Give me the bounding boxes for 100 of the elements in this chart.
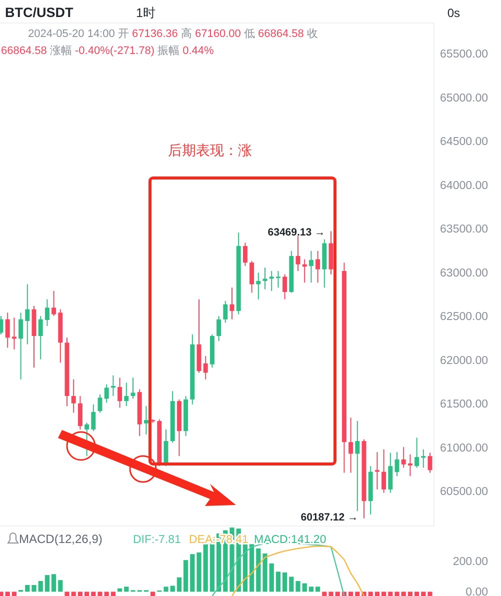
bar [58, 580, 63, 592]
bar [71, 592, 76, 596]
bar [302, 583, 307, 592]
annotation: 收 [304, 28, 318, 40]
candlestick [242, 242, 248, 266]
bar [150, 592, 156, 596]
text: 0s [447, 6, 460, 20]
bar [164, 586, 168, 592]
bar [78, 592, 83, 596]
candlestick [104, 384, 109, 404]
bar [276, 572, 281, 592]
bar [289, 576, 294, 592]
bar [428, 592, 432, 596]
candlestick [18, 312, 24, 380]
bar [282, 572, 288, 592]
candlestick [118, 377, 122, 408]
y-tick-label: 62000.00 [440, 354, 488, 367]
bar [308, 586, 314, 592]
candlestick [44, 298, 50, 327]
bar [203, 544, 208, 592]
bar [51, 574, 56, 592]
bar [256, 548, 261, 592]
candlestick [203, 356, 208, 380]
bar [381, 592, 386, 596]
annotation: 开 [114, 28, 129, 40]
annotation: 后期表现：涨 [168, 142, 252, 158]
bar [64, 592, 70, 596]
candlestick [98, 394, 102, 414]
bar [98, 592, 102, 596]
bar [262, 554, 268, 592]
candlestick [250, 260, 254, 294]
annotation: -0.40%(-271.78) [72, 45, 154, 57]
candlestick [256, 272, 261, 300]
bar [91, 592, 96, 596]
y-tick-label: 63500.00 [440, 224, 488, 236]
bar [5, 592, 10, 596]
bar [315, 586, 320, 592]
bar [183, 560, 188, 592]
annotation: 振幅 [154, 45, 180, 57]
candlestick [316, 250, 320, 284]
candlestick [12, 317, 16, 350]
y-tick-label: 62500.00 [440, 311, 488, 324]
bar [335, 592, 340, 596]
y-tick-label: 64000.00 [440, 180, 488, 192]
candlestick [388, 452, 393, 494]
y-tick-label: 65500.00 [440, 48, 488, 61]
candlestick [124, 382, 129, 407]
bar [12, 592, 17, 596]
candlestick [374, 452, 380, 490]
bar [348, 592, 354, 596]
bar [249, 544, 254, 592]
bar [296, 581, 300, 592]
annotation: 60187.12 → [300, 511, 358, 524]
bar [414, 592, 420, 596]
candlestick [421, 448, 426, 468]
y-tick-label: 61500.00 [440, 398, 488, 411]
candlestick [91, 404, 96, 432]
y-tick-label: 200.00 [452, 556, 488, 568]
y-tick-label: 60500.00 [440, 486, 488, 498]
chart-title: MACD(12,26,9) [19, 532, 102, 546]
bar [394, 592, 400, 596]
text: 1时 [136, 6, 156, 20]
bar [190, 554, 195, 592]
annotation: 低 [240, 28, 255, 40]
candlestick [308, 250, 314, 284]
bar [38, 581, 43, 592]
annotation: 63469.13 → [268, 226, 325, 238]
candlestick [78, 396, 82, 430]
candlestick [414, 437, 420, 468]
bar [269, 563, 274, 592]
bar [0, 592, 4, 596]
annotation: 2024-05-20 14:00 [28, 28, 115, 40]
candlestick [382, 448, 386, 494]
chart-title: BTC/USDT [5, 5, 74, 20]
y-tick-label: 65000.00 [440, 92, 488, 104]
annotation: 0.44% [180, 45, 214, 57]
candlestick [269, 270, 274, 292]
bar [32, 584, 36, 592]
candlestick [110, 374, 116, 397]
bar [196, 552, 202, 592]
y-tick-label: 63000.00 [440, 267, 488, 280]
bar [328, 592, 334, 596]
bar [401, 592, 406, 596]
bar [388, 592, 393, 596]
candlestick [130, 377, 136, 400]
candlestick [348, 417, 354, 474]
y-tick-label: 61000.00 [440, 442, 488, 454]
bar [421, 592, 426, 596]
candlestick [52, 290, 56, 316]
text: DIF:-7.81 [133, 534, 181, 546]
candlestick [223, 300, 228, 324]
candlestick [71, 378, 76, 414]
annotation: 高 [178, 27, 192, 40]
candlestick [144, 406, 148, 435]
candlestick [408, 454, 412, 477]
annotation: 涨幅 [46, 45, 72, 57]
bar [408, 592, 413, 596]
y-tick-label: 0.00 [466, 586, 488, 596]
bar [322, 592, 327, 596]
candlestick [296, 235, 300, 272]
